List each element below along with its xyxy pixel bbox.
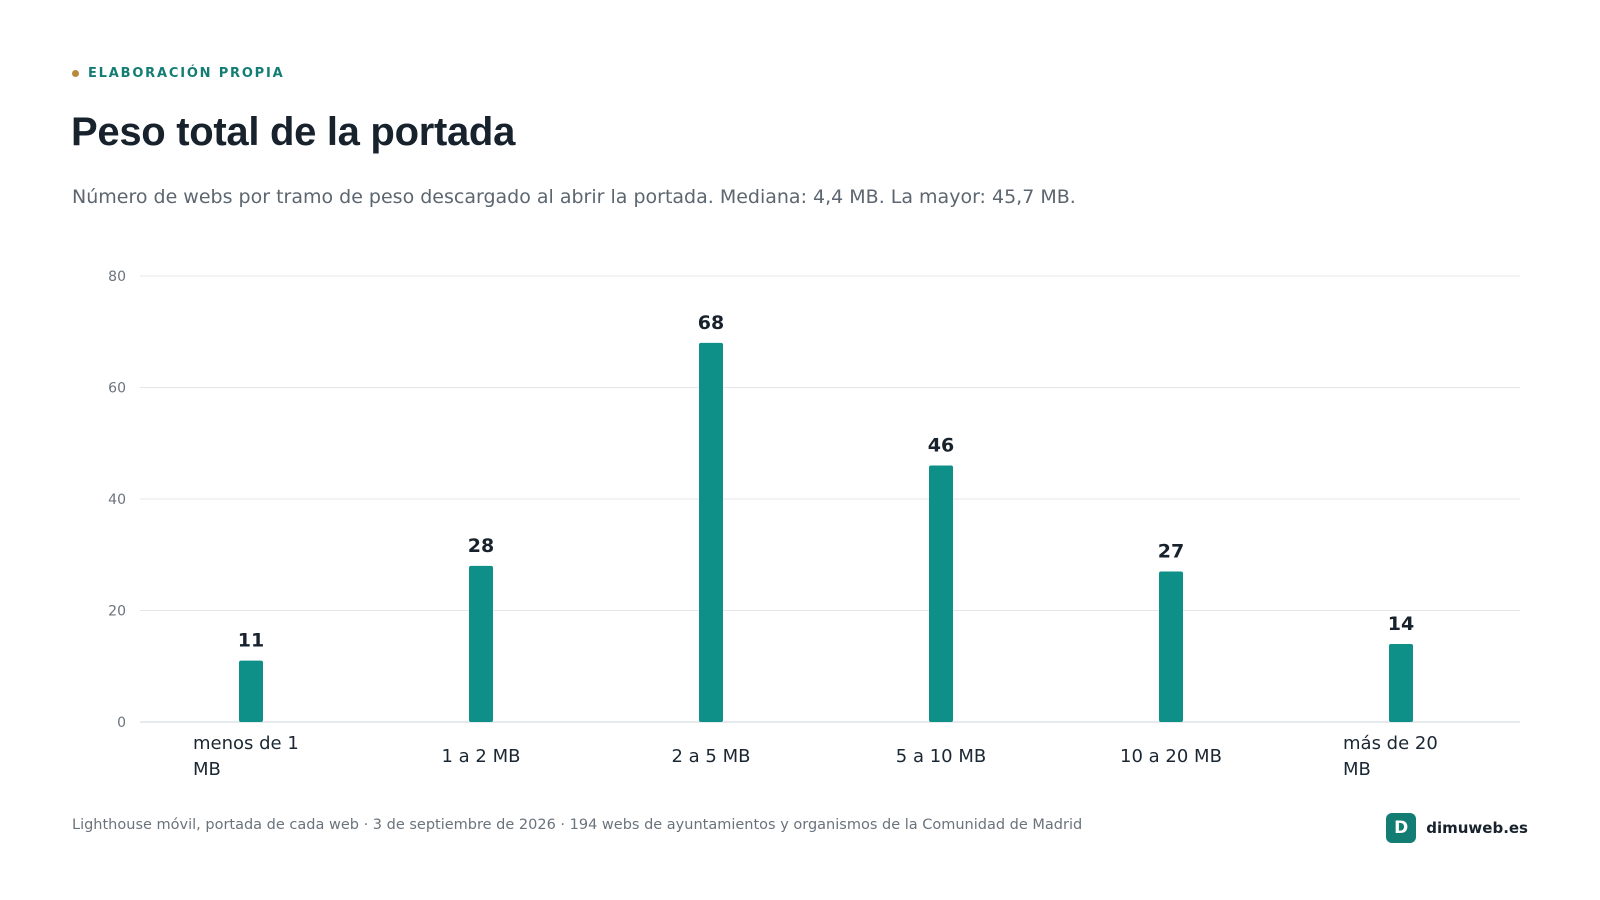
data-label: 11 xyxy=(238,630,264,652)
y-tick-label: 0 xyxy=(117,715,126,731)
bar xyxy=(1159,571,1183,722)
eyebrow-dot-icon xyxy=(72,70,79,77)
bar xyxy=(1389,643,1413,722)
x-tick-label: 5 a 10 MB xyxy=(896,746,986,767)
y-tick-label: 20 xyxy=(108,604,126,620)
bar xyxy=(469,565,493,722)
x-tick-label: 1 a 2 MB xyxy=(442,746,521,767)
bar xyxy=(699,342,723,722)
x-tick-label: más de 20 MB xyxy=(1343,733,1438,780)
eyebrow: ELABORACIÓN PROPIA xyxy=(72,66,285,81)
data-label: 27 xyxy=(1158,540,1184,562)
data-label: 28 xyxy=(468,535,494,557)
brand-logo-icon: D xyxy=(1386,813,1417,843)
page-subtitle: Número de webs por tramo de peso descarg… xyxy=(72,186,1076,208)
x-tick-label: 10 a 20 MB xyxy=(1120,746,1222,767)
eyebrow-label: ELABORACIÓN PROPIA xyxy=(88,66,285,81)
page-title: Peso total de la portada xyxy=(71,110,516,154)
data-label: 14 xyxy=(1388,613,1414,635)
source-note: Lighthouse móvil, portada de cada web · … xyxy=(72,817,1083,833)
y-tick-label: 40 xyxy=(108,492,126,508)
y-tick-label: 60 xyxy=(108,381,126,397)
brand[interactable]: D dimuweb.es xyxy=(1386,813,1528,843)
brand-name: dimuweb.es xyxy=(1426,819,1528,837)
bar xyxy=(929,465,953,722)
data-label: 68 xyxy=(698,312,724,334)
x-tick-label: menos de 1 MB xyxy=(193,733,299,780)
x-tick-label: 2 a 5 MB xyxy=(672,746,751,767)
y-tick-label: 80 xyxy=(108,269,126,285)
bar xyxy=(239,660,263,722)
data-label: 46 xyxy=(928,435,954,457)
